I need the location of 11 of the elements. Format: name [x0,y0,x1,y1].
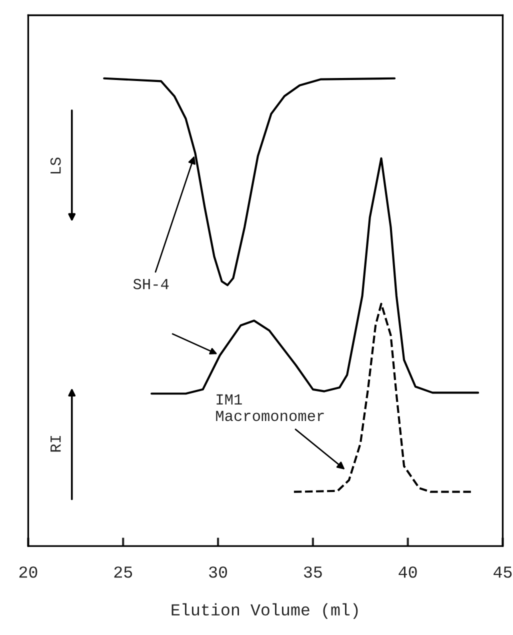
annotation: LS [50,158,61,174]
x-axis-title: Elution Volume (ml) [172,603,358,619]
x-tick-label: 45 [494,566,512,578]
x-tick-label: 30 [209,566,227,578]
x-tick-label: 20 [19,566,38,578]
x-tick-label: 35 [304,566,322,578]
annotation: SH-4 [133,278,169,290]
x-tick-label: 40 [398,566,417,578]
annotation: IM1 Macromonomer [216,394,324,422]
annotation: RI [50,436,61,452]
x-tick-label: 25 [114,566,132,578]
